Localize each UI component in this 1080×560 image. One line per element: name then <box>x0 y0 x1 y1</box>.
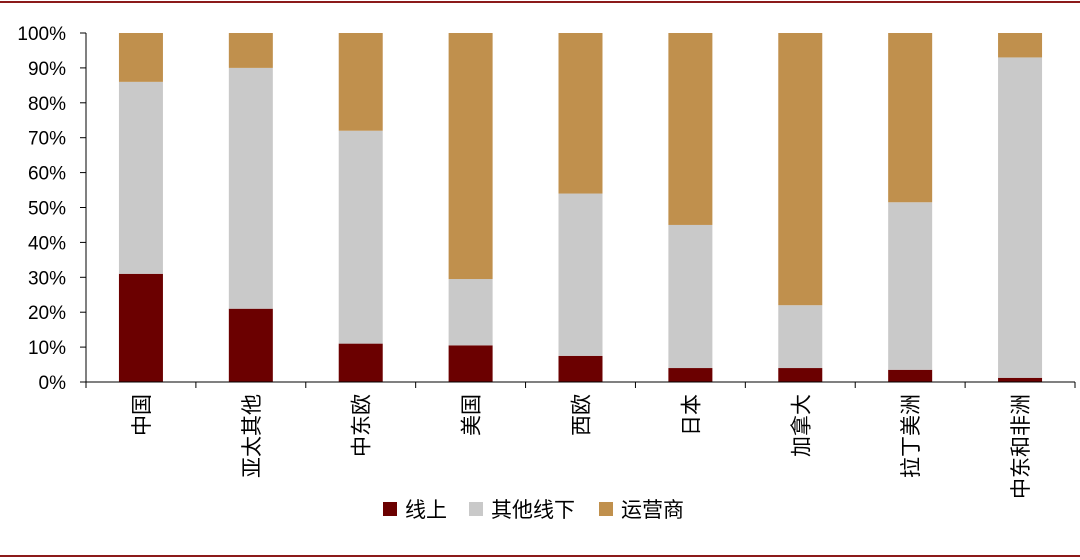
bar-segment-online <box>338 343 383 382</box>
bar-segment-carrier <box>228 33 273 68</box>
x-category-label: 中东和非洲 <box>1009 394 1033 499</box>
bar-segment-carrier <box>998 33 1043 58</box>
y-tick-label: 20% <box>28 303 66 324</box>
y-tick-label: 90% <box>28 59 66 80</box>
legend-label: 运营商 <box>621 498 684 522</box>
x-category-label: 中国 <box>130 394 154 436</box>
y-axis-ticks: 0% 10% 20% 30% 40% 50% 60% 70% 80% 90% 100% <box>17 24 86 394</box>
bar-segment-other-offline <box>338 130 383 344</box>
axes <box>85 33 1076 388</box>
bar-segment-carrier <box>888 33 933 203</box>
x-category-label: 加拿大 <box>789 394 813 457</box>
y-tick-label: 60% <box>28 164 66 185</box>
bar-segment-other-offline <box>228 67 273 309</box>
bar-segment-carrier <box>448 33 493 280</box>
y-tick-label: 80% <box>28 94 66 115</box>
bar-segment-carrier <box>558 33 603 194</box>
bar-segment-other-offline <box>888 202 933 370</box>
bar-segment-online <box>228 308 273 382</box>
y-tick-label: 50% <box>28 199 66 220</box>
bar-segment-online <box>998 377 1043 382</box>
bar-segment-online <box>558 355 603 382</box>
bars <box>118 33 1043 382</box>
legend-label: 线上 <box>405 498 447 522</box>
y-tick-label: 30% <box>28 268 66 289</box>
bar-segment-online <box>778 368 823 382</box>
bar-segment-online <box>888 369 933 382</box>
y-tick-label: 100% <box>17 24 66 45</box>
bar-segment-carrier <box>118 33 163 82</box>
x-category-label: 美国 <box>460 394 484 436</box>
legend: 线上 其他线下 运营商 <box>383 498 684 522</box>
bar-segment-carrier <box>778 33 823 306</box>
bar-segment-carrier <box>338 33 383 131</box>
y-tick-label: 0% <box>39 373 67 394</box>
bar-segment-other-offline <box>668 224 713 369</box>
bar-segment-online <box>118 273 163 382</box>
y-tick-label: 70% <box>28 129 66 150</box>
bar-segment-other-offline <box>448 279 493 346</box>
y-tick-label: 40% <box>28 233 66 254</box>
bar-segment-online <box>668 368 713 382</box>
bar-segment-other-offline <box>558 193 603 356</box>
x-category-label: 日本 <box>679 394 703 436</box>
bar-segment-other-offline <box>998 57 1043 378</box>
legend-swatch <box>383 502 397 516</box>
bar-segment-online <box>448 345 493 382</box>
x-category-label: 拉丁美洲 <box>899 394 923 478</box>
x-category-label: 西欧 <box>570 394 594 436</box>
legend-swatch <box>469 502 483 516</box>
bar-segment-other-offline <box>778 305 823 369</box>
legend-label: 其他线下 <box>491 498 575 522</box>
bar-segment-carrier <box>668 33 713 225</box>
x-category-label: 亚太其他 <box>240 394 264 478</box>
x-axis-labels: 中国 亚太其他 中东欧 美国 西欧 日本 加拿大 拉丁美洲 中东和非洲 <box>130 394 1033 499</box>
y-tick-label: 10% <box>28 338 66 359</box>
x-category-label: 中东欧 <box>350 394 374 457</box>
bar-segment-other-offline <box>118 81 163 274</box>
legend-swatch <box>599 502 613 516</box>
